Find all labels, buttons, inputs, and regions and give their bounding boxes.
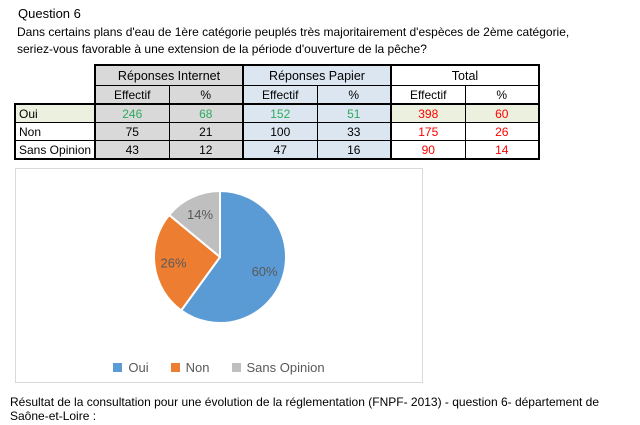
legend-swatch [113,363,123,372]
pie-slice-label: 26% [160,255,186,270]
col-group-internet: Réponses Internet [94,64,244,86]
subheader-total-effectif: Effectif [390,85,466,105]
question-line-1: Dans certains plans d'eau de 1ère catégo… [17,25,570,39]
pie-slice-label: 14% [187,207,213,222]
pie-slice-sans-opinion [168,190,221,258]
table-corner-blank [15,65,95,104]
pie-chart: 60% 26% 14% [153,190,287,324]
question-text: Dans certains plans d'eau de 1ère catégo… [17,24,569,58]
cell-oui-total-effectif: 398 [390,103,466,123]
cell-sans-internet-effectif: 43 [94,140,170,160]
cell-non-total-pct: 26 [464,122,540,141]
legend-swatch [231,363,241,372]
subheader-internet-effectif: Effectif [94,85,170,105]
col-group-total: Total [390,64,540,86]
pie-slice-oui [180,190,287,324]
cell-non-internet-effectif: 75 [94,122,170,141]
cell-sans-internet-pct: 12 [168,140,244,160]
question-line-2: seriez-vous favorable à une extension de… [17,42,427,56]
cell-sans-total-effectif: 90 [390,140,466,160]
cell-oui-internet-effectif: 246 [94,103,170,123]
legend-swatch [170,363,180,372]
subheader-papier-effectif: Effectif [242,85,318,105]
chart-legend: Oui Non Sans Opinion [16,360,422,375]
row-label-non: Non [14,122,96,141]
col-group-papier: Réponses Papier [242,64,392,86]
page-title: Question 6 [18,6,81,21]
pie-chart-panel: 60% 26% 14% Oui Non Sans Opinion [15,168,423,383]
subheader-internet-pct: % [168,85,244,105]
cell-oui-total-pct: 60 [464,103,540,123]
row-label-oui: Oui [14,103,96,123]
caption: Résultat de la consultation pour une évo… [10,395,600,423]
cell-sans-papier-effectif: 47 [242,140,318,160]
cell-non-papier-effectif: 100 [242,122,318,141]
pie-slice-label: 60% [252,264,278,279]
legend-item-non: Non [170,360,210,375]
cell-non-internet-pct: 21 [168,122,244,141]
legend-label: Oui [128,360,149,375]
subheader-total-pct: % [464,85,540,105]
row-label-sans-opinion: Sans Opinion [14,140,96,160]
legend-label: Non [185,360,210,375]
legend-label: Sans Opinion [246,360,325,375]
legend-item-sans-opinion: Sans Opinion [231,360,325,375]
cell-oui-papier-pct: 51 [316,103,392,123]
cell-oui-papier-effectif: 152 [242,103,318,123]
cell-non-total-effectif: 175 [390,122,466,141]
pie-slice-non [153,213,221,312]
cell-non-papier-pct: 33 [316,122,392,141]
cell-oui-internet-pct: 68 [168,103,244,123]
legend-item-oui: Oui [113,360,149,375]
cell-sans-papier-pct: 16 [316,140,392,160]
cell-sans-total-pct: 14 [464,140,540,160]
results-table: Réponses Internet Réponses Papier Total … [14,64,540,160]
subheader-papier-pct: % [316,85,392,105]
